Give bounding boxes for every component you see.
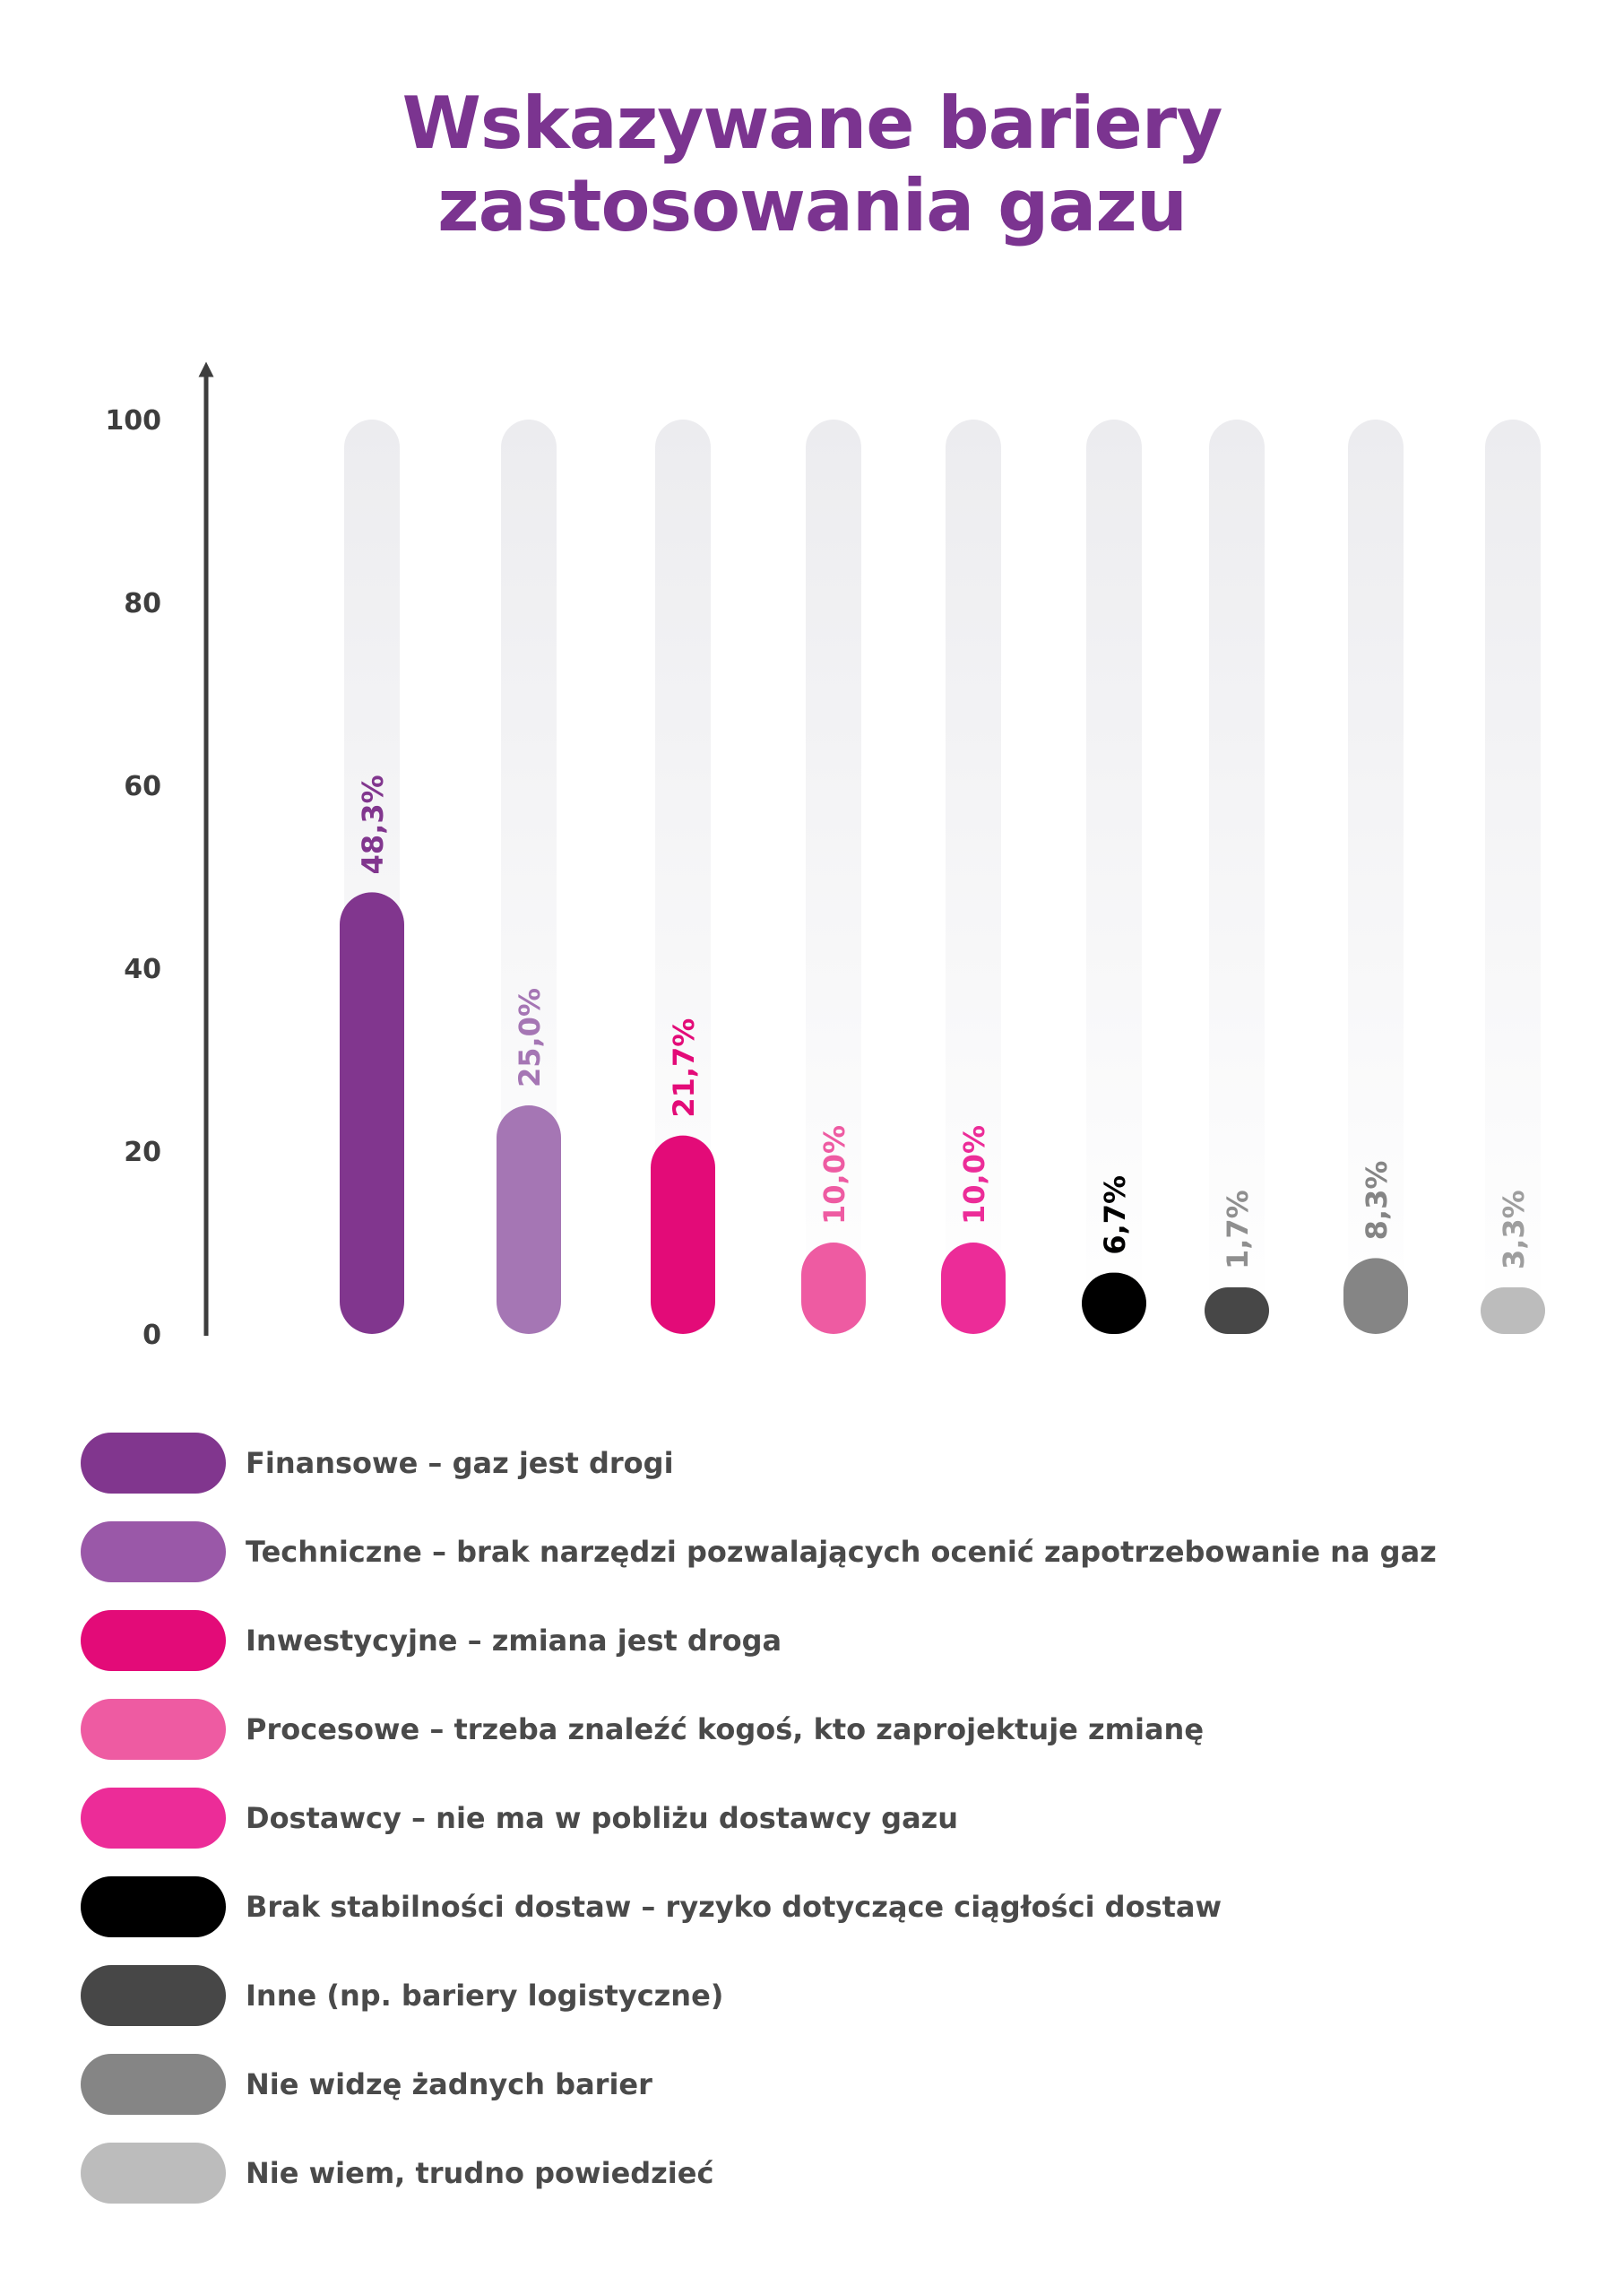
legend-label: Finansowe – gaz jest drogi: [246, 1446, 674, 1480]
bars: [340, 892, 1545, 1334]
chart-title: Wskazywane bariery zastosowania gazu: [0, 82, 1624, 247]
bar-value-label: 25,0%: [513, 988, 547, 1087]
bar: [1481, 1287, 1545, 1334]
y-axis-ticks: 0 20 40 60 80 100: [105, 405, 161, 1351]
bar-value-label: 10,0%: [957, 1125, 991, 1225]
bar-tracks: [344, 420, 1541, 1334]
bar-track: [946, 420, 1001, 1334]
bar: [340, 892, 404, 1334]
bar-value-label: 3,3%: [1497, 1190, 1531, 1269]
bar-value-label: 8,3%: [1360, 1161, 1394, 1241]
legend-item: Procesowe – trzeba znaleźć kogoś, kto za…: [81, 1697, 1437, 1762]
bar-track: [501, 420, 557, 1334]
y-tick-label: 40: [124, 954, 161, 985]
y-tick-label: 20: [124, 1137, 161, 1168]
legend-item: Brak stabilności dostaw – ryzyko dotyczą…: [81, 1875, 1437, 1939]
legend-item: Inwestycyjne – zmiana jest droga: [81, 1608, 1437, 1673]
legend-swatch: [81, 1610, 226, 1671]
legend-item: Finansowe – gaz jest drogi: [81, 1431, 1437, 1495]
legend-label: Procesowe – trzeba znaleźć kogoś, kto za…: [246, 1712, 1205, 1746]
bar-value-labels: 48,3% 25,0% 21,7% 10,0% 10,0% 6,7% 1,7% 8,3% 3,3…: [356, 775, 1531, 1269]
legend-swatch: [81, 1876, 226, 1937]
y-tick-label: 60: [124, 771, 161, 802]
bar: [941, 1243, 1006, 1334]
bar: [801, 1243, 866, 1334]
legend-label: Brak stabilności dostaw – ryzyko dotyczą…: [246, 1890, 1222, 1924]
legend-item: Nie widzę żadnych barier: [81, 2052, 1437, 2117]
bar-track: [1348, 420, 1404, 1334]
legend-label: Dostawcy – nie ma w pobliżu dostawcy gaz…: [246, 1801, 959, 1835]
legend: Finansowe – gaz jest drogi Techniczne – b…: [81, 1431, 1437, 2230]
legend-label: Inne (np. bariery logistyczne): [246, 1979, 724, 2013]
legend-swatch: [81, 2143, 226, 2204]
legend-swatch: [81, 1699, 226, 1760]
bar-value-label: 1,7%: [1221, 1190, 1255, 1269]
bar-track: [806, 420, 861, 1334]
legend-swatch: [81, 1965, 226, 2026]
bar-value-label: 6,7%: [1098, 1175, 1132, 1255]
bar-value-label: 48,3%: [356, 775, 390, 874]
legend-swatch: [81, 1788, 226, 1849]
legend-item: Techniczne – brak narzędzi pozwalających…: [81, 1520, 1437, 1584]
chart-title-line-2: zastosowania gazu: [437, 164, 1188, 247]
bar-track: [1086, 420, 1142, 1334]
legend-swatch: [81, 2054, 226, 2115]
legend-swatch: [81, 1433, 226, 1494]
bar-track: [1485, 420, 1541, 1334]
bar-chart: 0 20 40 60 80 100 48,3% 25,0% 21,7% 10,0% 10,0% 6,…: [105, 361, 1545, 1351]
bar: [1082, 1272, 1146, 1334]
y-tick-label: 0: [143, 1320, 161, 1351]
legend-item: Nie wiem, trudno powiedzieć: [81, 2141, 1437, 2205]
legend-label: Nie wiem, trudno powiedzieć: [246, 2156, 714, 2190]
legend-item: Dostawcy – nie ma w pobliżu dostawcy gaz…: [81, 1786, 1437, 1850]
legend-label: Techniczne – brak narzędzi pozwalających…: [246, 1535, 1437, 1569]
bar-track: [1209, 420, 1265, 1334]
bar-value-label: 10,0%: [817, 1125, 851, 1225]
bar: [1205, 1287, 1269, 1334]
legend-item: Inne (np. bariery logistyczne): [81, 1963, 1437, 2028]
chart-title-line-1: Wskazywane bariery: [402, 82, 1223, 165]
bar-track: [655, 420, 711, 1334]
legend-label: Nie widzę żadnych barier: [246, 2067, 652, 2101]
y-tick-label: 80: [124, 588, 161, 619]
bar: [651, 1135, 715, 1334]
y-tick-label: 100: [105, 405, 161, 437]
bar: [497, 1105, 561, 1334]
legend-label: Inwestycyjne – zmiana jest droga: [246, 1624, 782, 1658]
bar: [1343, 1258, 1408, 1334]
legend-swatch: [81, 1521, 226, 1582]
bar-value-label: 21,7%: [667, 1018, 701, 1118]
